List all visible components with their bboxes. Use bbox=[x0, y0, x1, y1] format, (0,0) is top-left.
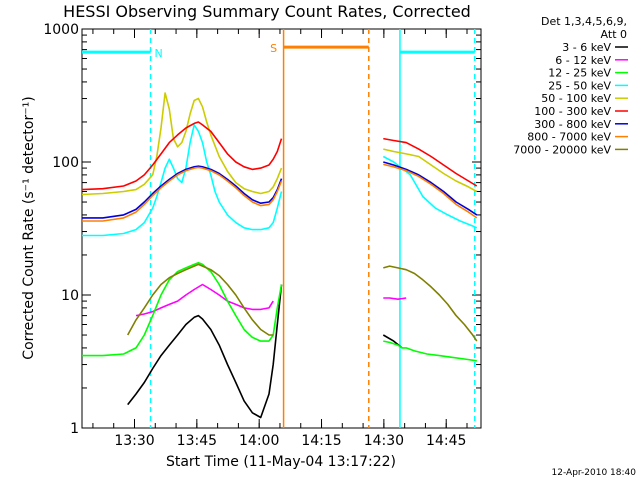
x-tick-label: 13:30 bbox=[114, 433, 154, 449]
series-line bbox=[383, 161, 478, 216]
legend-entry-label: 6 - 12 keV bbox=[555, 54, 611, 67]
legend-entry-label: 7000 - 20000 keV bbox=[513, 143, 611, 156]
series-line bbox=[82, 166, 283, 222]
series-line bbox=[81, 121, 283, 191]
x-tick-label: 14:15 bbox=[301, 433, 341, 449]
series-line bbox=[126, 263, 274, 336]
legend-entry-label: 25 - 50 keV bbox=[548, 79, 611, 92]
y-axis-title: Corrected Count Rate (s⁻¹ detector⁻¹) bbox=[21, 96, 37, 359]
series-line bbox=[383, 148, 478, 193]
plot-area: 1 10 100 1000 13:30 13:45 14:00 14:15 14:30 14:45… bbox=[43, 22, 482, 449]
series-line bbox=[383, 297, 407, 301]
series-line bbox=[82, 165, 283, 219]
legend-header-line-2: Att 0 bbox=[601, 28, 627, 41]
legend-entry-label: 12 - 25 keV bbox=[548, 67, 611, 80]
y-tick-label: 10 bbox=[61, 288, 79, 304]
series-line bbox=[383, 340, 477, 362]
flag-bar-label: N bbox=[154, 47, 162, 60]
series-line bbox=[81, 92, 283, 196]
x-tick-label: 14:30 bbox=[364, 433, 404, 449]
legend-entry-label: 300 - 800 keV bbox=[534, 118, 611, 131]
plot-frame bbox=[81, 28, 482, 429]
y-tick-label: 100 bbox=[52, 155, 79, 171]
series-line bbox=[383, 163, 478, 219]
chart-title: HESSI Observing Summary Count Rates, Cor… bbox=[63, 2, 471, 21]
series-line bbox=[383, 137, 478, 187]
legend-header-line-1: Det 1,3,4,5,6,9, bbox=[541, 15, 627, 28]
series-line bbox=[82, 124, 283, 237]
series-line bbox=[82, 261, 283, 357]
x-axis-title: Start Time (11-May-04 13:17:22) bbox=[166, 454, 396, 470]
legend-entry-label: 800 - 7000 keV bbox=[527, 131, 611, 144]
legend-entry-label: 3 - 6 keV bbox=[562, 41, 611, 54]
timestamp: 12-Apr-2010 18:40 bbox=[552, 468, 637, 478]
y-tick-label: 1000 bbox=[43, 22, 79, 38]
legend-entry-label: 100 - 300 keV bbox=[534, 105, 611, 118]
flag-bar-label: S bbox=[270, 42, 277, 55]
x-tick-label: 13:45 bbox=[177, 433, 217, 449]
series-line bbox=[382, 155, 478, 229]
legend-entry-label: 50 - 100 keV bbox=[541, 92, 611, 105]
series-line bbox=[383, 265, 478, 342]
series-line bbox=[135, 283, 274, 317]
series-line bbox=[127, 284, 283, 419]
y-tick-label: 1 bbox=[70, 421, 79, 437]
x-tick-label: 14:45 bbox=[426, 433, 466, 449]
x-tick-label: 14:00 bbox=[239, 433, 279, 449]
